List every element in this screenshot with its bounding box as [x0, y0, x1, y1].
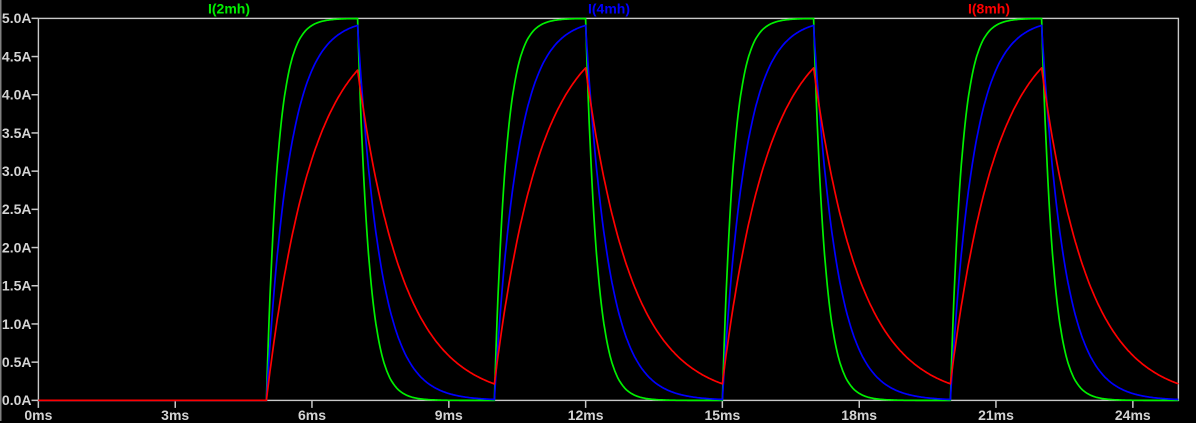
svg-text:3.0A: 3.0A: [2, 163, 32, 179]
svg-text:4.5A: 4.5A: [2, 48, 32, 64]
svg-text:I(2mh): I(2mh): [208, 1, 250, 17]
svg-text:18ms: 18ms: [841, 407, 877, 423]
svg-text:1.5A: 1.5A: [2, 278, 32, 294]
svg-text:6ms: 6ms: [298, 407, 326, 423]
svg-text:24ms: 24ms: [1115, 407, 1151, 423]
svg-text:0ms: 0ms: [24, 407, 52, 423]
svg-text:3ms: 3ms: [161, 407, 189, 423]
svg-text:3.5A: 3.5A: [2, 125, 32, 141]
svg-text:5.0A: 5.0A: [2, 10, 32, 26]
svg-text:0.0A: 0.0A: [2, 392, 32, 408]
svg-text:12ms: 12ms: [568, 407, 604, 423]
svg-text:4.0A: 4.0A: [2, 87, 32, 103]
svg-text:9ms: 9ms: [435, 407, 463, 423]
svg-text:0.5A: 0.5A: [2, 354, 32, 370]
svg-text:15ms: 15ms: [704, 407, 740, 423]
svg-text:I(4mh): I(4mh): [588, 1, 630, 17]
svg-text:I(8mh): I(8mh): [968, 1, 1010, 17]
svg-text:2.0A: 2.0A: [2, 239, 32, 255]
svg-text:2.5A: 2.5A: [2, 201, 32, 217]
svg-text:1.0A: 1.0A: [2, 316, 32, 332]
svg-text:21ms: 21ms: [978, 407, 1014, 423]
